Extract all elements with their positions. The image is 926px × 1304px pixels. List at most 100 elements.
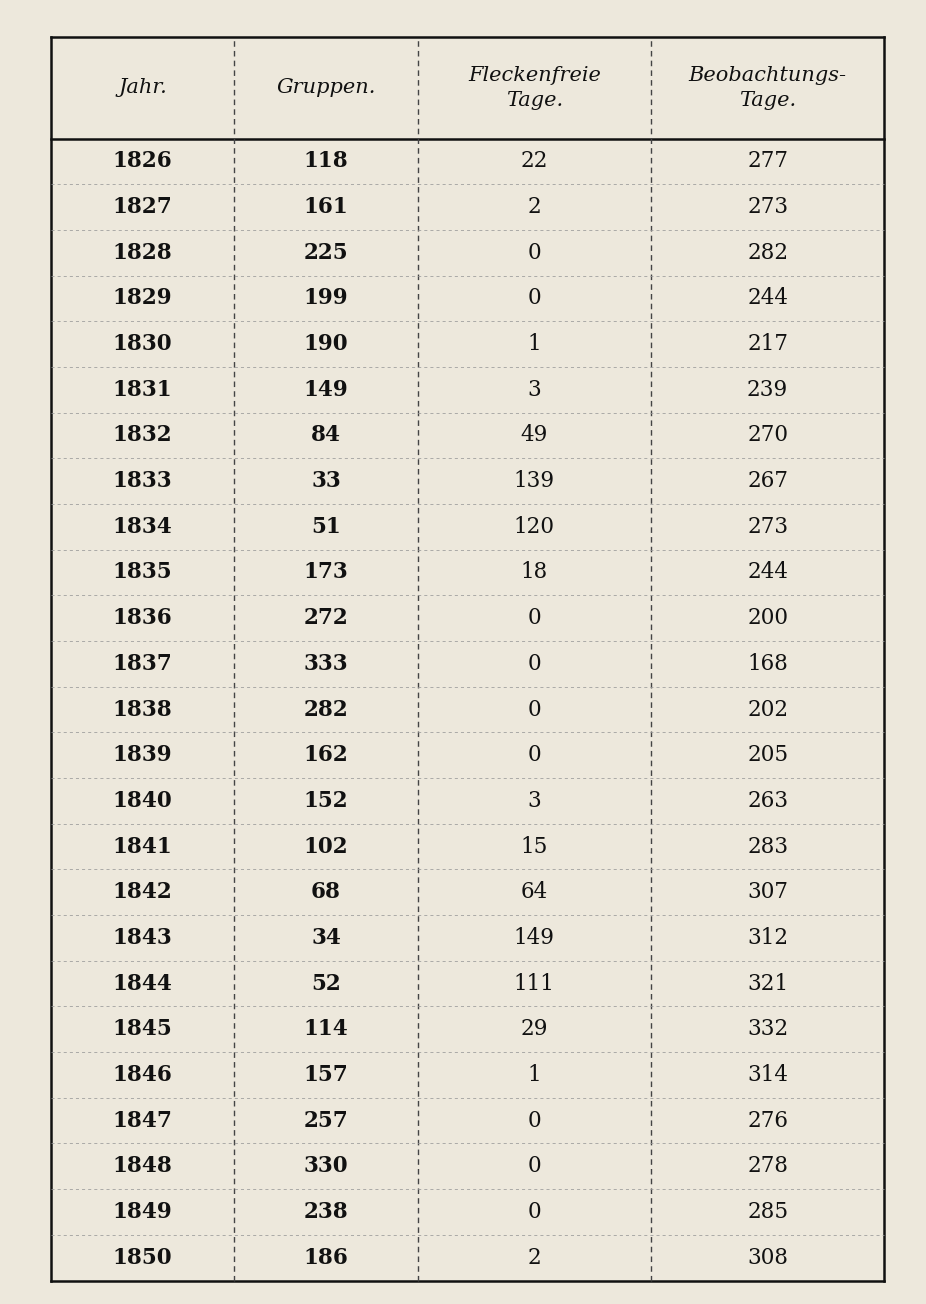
Text: 111: 111	[514, 973, 555, 995]
Text: 1826: 1826	[113, 150, 172, 172]
Text: 278: 278	[747, 1155, 788, 1178]
Text: 1849: 1849	[113, 1201, 172, 1223]
Text: 15: 15	[520, 836, 548, 858]
Text: 277: 277	[747, 150, 788, 172]
Text: 270: 270	[747, 424, 788, 446]
Text: 267: 267	[747, 471, 788, 492]
Text: 1844: 1844	[113, 973, 172, 995]
Text: 273: 273	[747, 516, 788, 537]
Text: 1: 1	[528, 333, 541, 355]
Text: 199: 199	[304, 287, 348, 309]
Text: Fleckenfreie
Tage.: Fleckenfreie Tage.	[468, 65, 601, 110]
Text: 307: 307	[747, 882, 788, 904]
Text: 0: 0	[528, 287, 541, 309]
Text: 1847: 1847	[113, 1110, 172, 1132]
Text: 257: 257	[304, 1110, 348, 1132]
Text: 1833: 1833	[113, 471, 172, 492]
Text: 1846: 1846	[113, 1064, 172, 1086]
Text: 263: 263	[747, 790, 788, 812]
Text: 161: 161	[304, 196, 348, 218]
Text: 273: 273	[747, 196, 788, 218]
Text: 120: 120	[514, 516, 555, 537]
Text: 1841: 1841	[113, 836, 172, 858]
Text: Beobachtungs-
Tage.: Beobachtungs- Tage.	[689, 65, 846, 110]
Text: 139: 139	[514, 471, 555, 492]
Text: 0: 0	[528, 241, 541, 263]
Text: 64: 64	[520, 882, 548, 904]
Text: 149: 149	[514, 927, 555, 949]
Text: 173: 173	[304, 562, 348, 583]
Text: 1835: 1835	[113, 562, 172, 583]
Text: 1832: 1832	[113, 424, 172, 446]
Text: 3: 3	[528, 790, 541, 812]
Text: 51: 51	[311, 516, 341, 537]
Text: 190: 190	[304, 333, 348, 355]
Text: 114: 114	[304, 1018, 348, 1041]
Text: 186: 186	[304, 1247, 348, 1269]
Text: 239: 239	[747, 378, 788, 400]
Text: 1837: 1837	[113, 653, 172, 675]
Text: 3: 3	[528, 378, 541, 400]
Text: 285: 285	[747, 1201, 788, 1223]
Text: 149: 149	[304, 378, 348, 400]
Text: 1838: 1838	[113, 699, 172, 721]
Text: 0: 0	[528, 745, 541, 767]
Text: 1850: 1850	[113, 1247, 172, 1269]
Text: 1828: 1828	[113, 241, 172, 263]
Text: Jahr.: Jahr.	[119, 78, 167, 96]
Text: 33: 33	[311, 471, 341, 492]
Text: 22: 22	[520, 150, 548, 172]
Text: 1827: 1827	[113, 196, 172, 218]
Text: 34: 34	[311, 927, 341, 949]
Text: 217: 217	[747, 333, 788, 355]
Text: 244: 244	[747, 287, 788, 309]
Text: 330: 330	[304, 1155, 348, 1178]
Text: 0: 0	[528, 653, 541, 675]
Text: 157: 157	[304, 1064, 348, 1086]
Text: 272: 272	[304, 608, 348, 629]
Text: 1843: 1843	[113, 927, 172, 949]
Text: 1848: 1848	[113, 1155, 172, 1178]
Text: 0: 0	[528, 1201, 541, 1223]
Text: 1830: 1830	[113, 333, 172, 355]
Text: 1839: 1839	[113, 745, 172, 767]
Text: 2: 2	[528, 196, 541, 218]
Text: 162: 162	[304, 745, 348, 767]
Text: 68: 68	[311, 882, 341, 904]
Text: 225: 225	[304, 241, 348, 263]
Text: 1845: 1845	[113, 1018, 172, 1041]
Text: 0: 0	[528, 1110, 541, 1132]
Text: 0: 0	[528, 1155, 541, 1178]
Text: 29: 29	[520, 1018, 548, 1041]
Text: 205: 205	[747, 745, 788, 767]
Text: 314: 314	[747, 1064, 788, 1086]
Text: 0: 0	[528, 699, 541, 721]
Text: 244: 244	[747, 562, 788, 583]
Text: 118: 118	[304, 150, 348, 172]
Text: 333: 333	[304, 653, 348, 675]
Text: 1829: 1829	[113, 287, 172, 309]
Text: 282: 282	[304, 699, 348, 721]
Text: 238: 238	[304, 1201, 348, 1223]
Text: 152: 152	[304, 790, 348, 812]
Text: 276: 276	[747, 1110, 788, 1132]
Text: 1834: 1834	[113, 516, 172, 537]
Text: 282: 282	[747, 241, 788, 263]
Text: 308: 308	[747, 1247, 788, 1269]
Text: 102: 102	[304, 836, 348, 858]
Text: 1836: 1836	[113, 608, 172, 629]
Text: 1840: 1840	[113, 790, 172, 812]
Text: 0: 0	[528, 608, 541, 629]
Text: 202: 202	[747, 699, 788, 721]
Text: 52: 52	[311, 973, 341, 995]
Text: 84: 84	[311, 424, 341, 446]
Text: 200: 200	[747, 608, 788, 629]
Text: Gruppen.: Gruppen.	[276, 78, 376, 96]
Text: 168: 168	[747, 653, 788, 675]
Text: 1: 1	[528, 1064, 541, 1086]
Text: 2: 2	[528, 1247, 541, 1269]
Text: 18: 18	[520, 562, 548, 583]
Text: 312: 312	[747, 927, 788, 949]
Text: 321: 321	[747, 973, 788, 995]
Text: 332: 332	[747, 1018, 788, 1041]
